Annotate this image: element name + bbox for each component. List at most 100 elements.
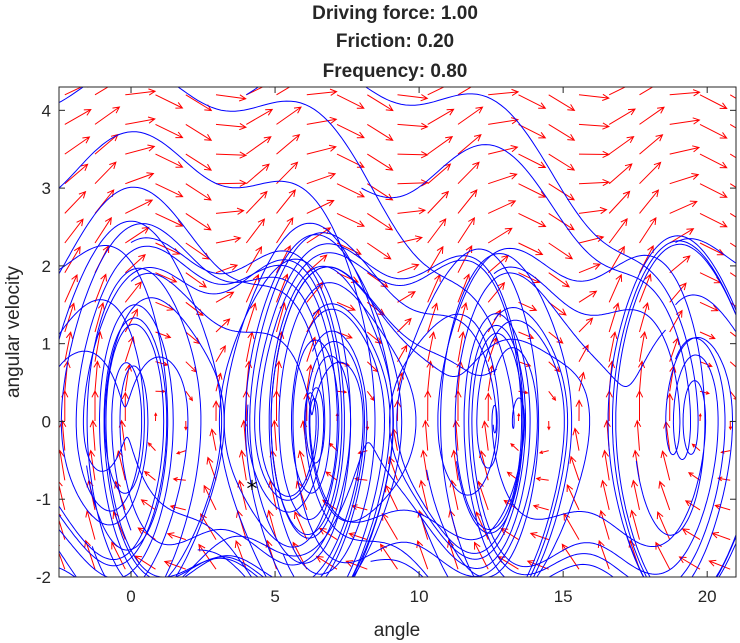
field-arrow (93, 360, 101, 392)
field-arrow (238, 449, 247, 481)
field-arrow (681, 528, 701, 541)
field-arrow (306, 363, 314, 392)
trajectory-line (370, 313, 726, 577)
field-arrow (457, 216, 476, 244)
field-arrow (699, 153, 728, 169)
field-arrow (578, 93, 610, 101)
field-arrow (608, 87, 633, 96)
field-arrow (427, 163, 452, 185)
trajectory-line (75, 245, 417, 531)
field-arrow (246, 108, 274, 125)
y-tick-label: -1 (36, 490, 51, 509)
field-arrow (669, 117, 701, 125)
field-arrow (198, 543, 217, 570)
field-arrow (518, 301, 538, 312)
trajectories (59, 87, 736, 577)
trajectory-line (59, 186, 365, 577)
field-arrow (155, 123, 184, 139)
field-arrow (427, 108, 455, 125)
field-arrow (166, 532, 186, 541)
field-arrow (660, 450, 671, 481)
y-tick-label: -2 (36, 568, 51, 587)
field-arrow (457, 330, 466, 362)
field-arrow (155, 272, 178, 283)
plot-frame (58, 86, 737, 578)
field-arrow (699, 331, 716, 340)
x-tick-label: 15 (554, 587, 573, 606)
field-arrow (639, 330, 648, 362)
field-arrow (488, 117, 520, 125)
trajectory-line (82, 259, 498, 577)
field-arrow (547, 420, 551, 431)
field-arrow (548, 183, 576, 201)
field-arrow (276, 133, 301, 155)
field-arrow (336, 123, 365, 139)
field-arrow (575, 399, 583, 422)
field-arrow (578, 263, 602, 274)
field-arrow (64, 273, 78, 303)
field-arrow (669, 255, 691, 274)
field-arrow (64, 163, 89, 185)
field-arrow (599, 509, 610, 540)
trajectory-line (59, 350, 189, 577)
field-arrow (336, 94, 365, 109)
field-arrow (89, 419, 97, 451)
field-arrow (457, 302, 468, 333)
field-arrow (717, 476, 731, 482)
field-arrow (64, 331, 73, 362)
field-arrow (294, 510, 308, 540)
field-arrow (276, 189, 296, 214)
field-arrow (306, 172, 337, 185)
field-arrow (215, 318, 231, 333)
field-arrow (185, 212, 212, 231)
field-arrow (397, 94, 429, 102)
field-arrow (608, 108, 636, 125)
trajectory-line (59, 272, 364, 577)
field-arrow (318, 527, 338, 541)
field-arrow (124, 308, 138, 333)
field-arrow (548, 301, 567, 316)
field-arrow (639, 302, 650, 333)
field-arrow (699, 390, 710, 395)
field-arrow (125, 144, 156, 155)
field-arrow (578, 317, 594, 333)
field-arrow (169, 504, 186, 511)
trajectory-line (361, 144, 719, 577)
field-arrow (175, 450, 186, 455)
field-arrow (678, 556, 701, 570)
field-arrow (397, 344, 408, 362)
field-arrow (154, 412, 158, 422)
field-arrow (578, 290, 598, 303)
field-arrow (124, 281, 142, 303)
trajectory-line (59, 220, 223, 577)
field-arrow (215, 122, 248, 131)
field-arrow (634, 419, 642, 451)
field-arrow (699, 94, 728, 110)
field-arrow (427, 218, 447, 244)
field-arrow (608, 190, 631, 214)
field-arrow (155, 183, 184, 198)
field-arrow (517, 412, 521, 422)
field-arrow (367, 94, 394, 112)
field-arrow (578, 178, 611, 187)
field-arrow (518, 94, 547, 109)
field-arrow (64, 136, 91, 155)
field-arrow (714, 504, 731, 511)
x-axis-label: angle (374, 620, 421, 641)
field-arrow (297, 450, 308, 481)
field-arrow (94, 273, 107, 303)
field-arrow (532, 504, 549, 511)
field-arrow (306, 116, 338, 125)
field-arrow (125, 88, 157, 96)
field-arrow (64, 190, 87, 214)
field-arrow (484, 392, 492, 422)
field-arrow (487, 227, 513, 244)
field-arrow (569, 455, 580, 481)
trajectory-line (246, 87, 707, 547)
field-arrow (548, 242, 574, 260)
field-arrow (729, 153, 736, 159)
field-arrow (691, 443, 701, 451)
x-tick-label: 0 (126, 587, 135, 606)
field-arrow (548, 212, 575, 231)
field-arrow (306, 254, 328, 274)
